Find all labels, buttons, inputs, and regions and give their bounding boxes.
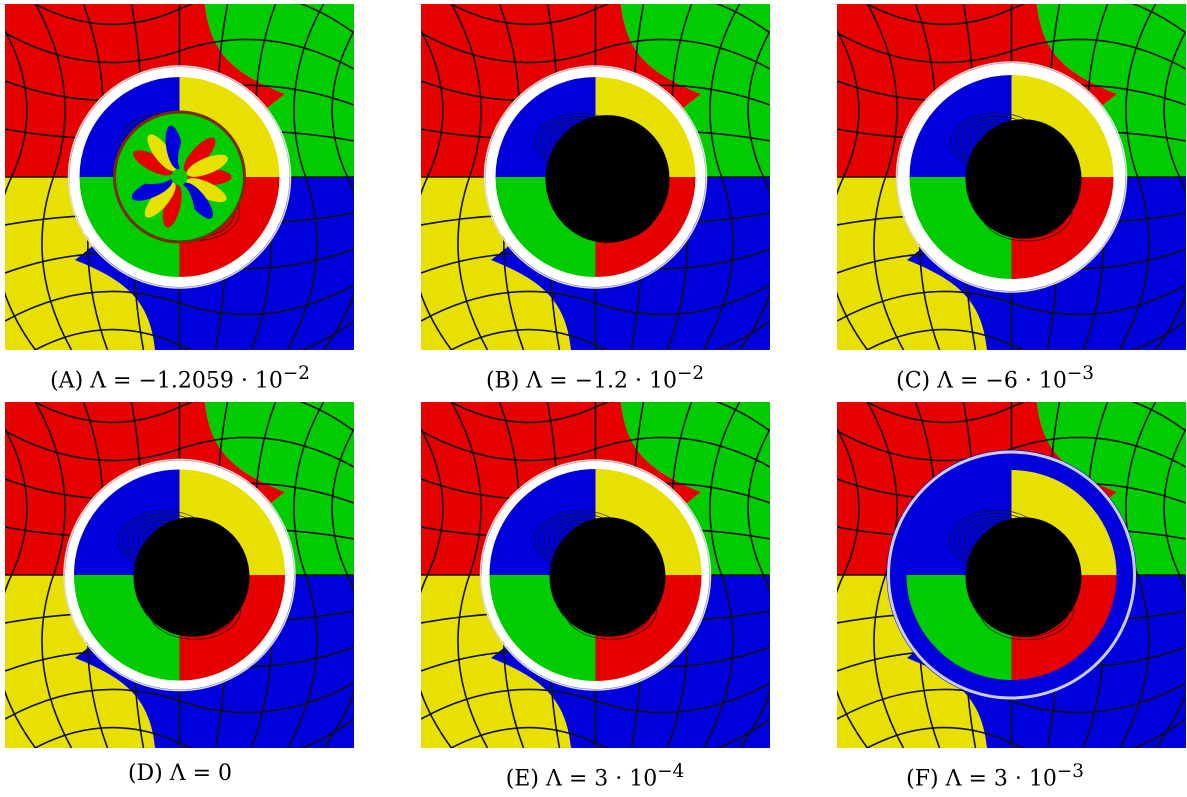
caption-equation: Λ = −6 · 10 bbox=[937, 368, 1067, 394]
shadow-image bbox=[421, 4, 770, 350]
caption-label: (F) bbox=[906, 766, 939, 792]
black-hole-shadow bbox=[965, 119, 1082, 239]
caption-label: (D) bbox=[127, 761, 163, 786]
black-hole-shadow bbox=[133, 517, 250, 637]
outer-band bbox=[886, 450, 1137, 700]
caption-e: (E) Λ = 3 · 10−4 bbox=[405, 761, 785, 791]
caption-exponent: −2 bbox=[677, 363, 705, 384]
caption-equation: Λ = 0 bbox=[169, 761, 233, 786]
chaotic-core bbox=[113, 110, 246, 244]
caption-equation: Λ = −1.2 · 10 bbox=[526, 368, 677, 394]
caption-f: (F) Λ = 3 · 10−3 bbox=[805, 761, 1185, 791]
quadrant-yellow bbox=[421, 177, 596, 350]
panel-e bbox=[421, 402, 770, 748]
caption-label: (C) bbox=[896, 368, 931, 394]
panel-b bbox=[421, 4, 770, 350]
quadrant-yellow bbox=[5, 575, 180, 748]
photon-ring bbox=[485, 67, 706, 287]
quadrant-yellow bbox=[837, 177, 1012, 350]
shadow-image bbox=[837, 4, 1186, 350]
caption-equation: Λ = 3 · 10 bbox=[945, 766, 1057, 792]
caption-exponent: −2 bbox=[282, 363, 310, 384]
caption-d: (D) Λ = 0 bbox=[0, 761, 370, 786]
black-hole-shadow bbox=[965, 517, 1082, 637]
caption-exponent: −4 bbox=[657, 761, 685, 782]
caption-b: (B) Λ = −1.2 · 10−2 bbox=[405, 363, 785, 393]
caption-equation: Λ = 3 · 10 bbox=[545, 766, 658, 792]
photon-ring bbox=[887, 450, 1136, 700]
quadrant-green bbox=[1011, 4, 1186, 177]
shadow-image bbox=[421, 402, 770, 748]
caption-c: (C) Λ = −6 · 10−3 bbox=[805, 363, 1185, 393]
quadrant-yellow bbox=[5, 177, 180, 350]
quadrant-green bbox=[595, 402, 770, 575]
photon-ring bbox=[481, 461, 710, 689]
quadrant-green bbox=[179, 4, 354, 177]
black-hole-shadow bbox=[549, 517, 666, 637]
caption-a: (A) Λ = −1.2059 · 10−2 bbox=[0, 363, 370, 393]
shadow-image bbox=[5, 4, 354, 350]
caption-label: (A) bbox=[50, 368, 84, 394]
photon-ring bbox=[65, 460, 294, 690]
black-hole-shadow bbox=[545, 115, 670, 243]
panel-a bbox=[5, 4, 354, 350]
photon-ring bbox=[897, 63, 1126, 291]
quadrant-green bbox=[595, 4, 770, 177]
shadow-image bbox=[837, 402, 1186, 748]
panel-c bbox=[837, 4, 1186, 350]
shadow-image bbox=[5, 402, 354, 748]
quadrant-green bbox=[1011, 402, 1186, 575]
caption-equation: Λ = −1.2059 · 10 bbox=[90, 368, 283, 394]
panel-f bbox=[837, 402, 1186, 748]
caption-exponent: −3 bbox=[1056, 761, 1084, 782]
panel-d bbox=[5, 402, 354, 748]
caption-exponent: −3 bbox=[1066, 363, 1094, 384]
caption-label: (E) bbox=[505, 766, 539, 792]
quadrant-yellow bbox=[421, 575, 596, 748]
quadrant-yellow bbox=[837, 575, 1012, 748]
quadrant-green bbox=[179, 402, 354, 575]
caption-label: (B) bbox=[485, 368, 520, 394]
photon-ring bbox=[69, 67, 290, 287]
